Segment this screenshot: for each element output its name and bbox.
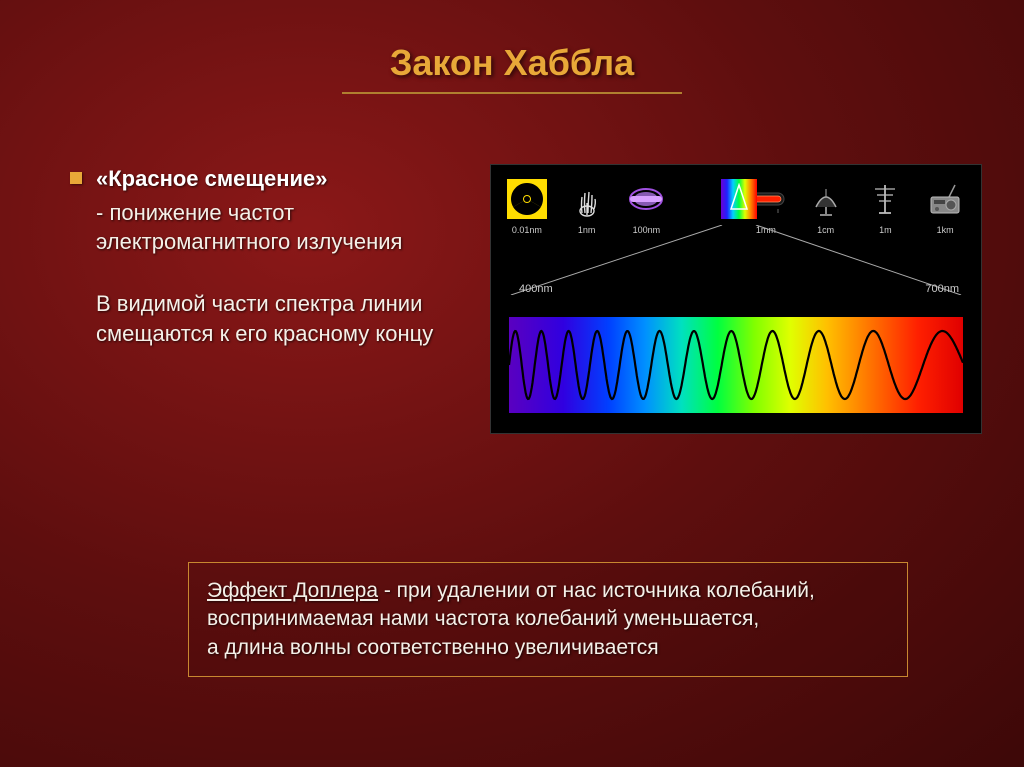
content-row: «Красное смещение» - понижение частот эл… — [0, 94, 1024, 434]
doppler-term: Эффект Доплера — [207, 579, 378, 602]
zoom-lines — [491, 225, 981, 295]
wavelength-right-label: 700nm — [925, 283, 959, 295]
uv-lamp-icon — [626, 179, 666, 219]
page-title: Закон Хаббла — [0, 0, 1024, 84]
doppler-box: Эффект Доплера - при удалении от нас ист… — [188, 562, 908, 677]
radar-icon — [806, 179, 846, 219]
visible-spectrum-bar — [509, 317, 963, 413]
doppler-line1: Эффект Доплера - при удалении от нас ист… — [207, 577, 889, 605]
icon-label: 1nm — [565, 225, 609, 235]
antenna-icon — [865, 179, 905, 219]
icon-label: 1m — [863, 225, 907, 235]
icon-radio-antenna: 1m — [863, 177, 907, 235]
icon-microwave: 1cm — [804, 177, 848, 235]
icon-label: 0.01nm — [505, 225, 549, 235]
radiation-icon — [507, 179, 547, 219]
bullet-icon — [70, 172, 82, 184]
icon-radio: 1km — [923, 177, 967, 235]
wavelength-left-label: 400nm — [519, 283, 553, 295]
right-column: 0.01nm 1nm — [490, 164, 984, 434]
doppler-line2: воспринимаемая нами частота колебаний ум… — [207, 605, 889, 633]
prism-icon — [729, 183, 749, 213]
icon-xray: 1nm — [565, 177, 609, 235]
wave-overlay — [509, 317, 963, 413]
xray-hand-icon — [567, 179, 607, 219]
icon-label: 100nm — [624, 225, 668, 235]
subtitle-text: «Красное смещение» — [96, 164, 327, 194]
radio-icon — [925, 179, 965, 219]
icon-label: 1mm — [744, 225, 788, 235]
doppler-line3: а длина волны соответственно увеличивает… — [207, 634, 889, 662]
icon-radiation: 0.01nm — [505, 177, 549, 235]
icon-label: 1km — [923, 225, 967, 235]
icon-label: 1cm — [804, 225, 848, 235]
bullet-row: «Красное смещение» — [70, 164, 450, 194]
em-spectrum-diagram: 0.01nm 1nm — [490, 164, 982, 434]
doppler-rest1: - при удалении от нас источника колебани… — [378, 579, 815, 602]
paragraph-2: В видимой части спектра линии смещаются … — [96, 289, 450, 348]
left-column: «Красное смещение» - понижение частот эл… — [70, 164, 450, 434]
icon-uv: 100nm — [624, 177, 668, 235]
paragraph-1: - понижение частот электромагнитного изл… — [96, 198, 450, 257]
